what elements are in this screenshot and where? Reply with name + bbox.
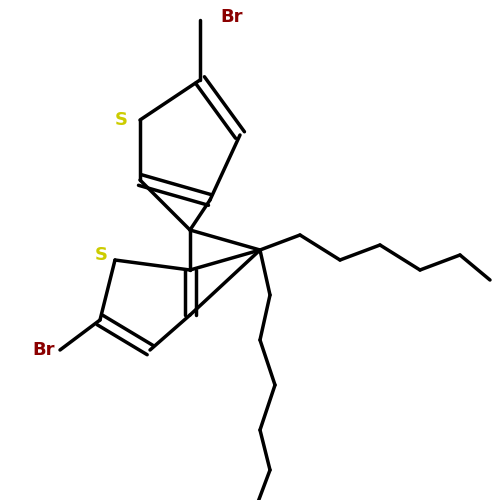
Text: Br: Br bbox=[32, 341, 55, 359]
Text: S: S bbox=[94, 246, 108, 264]
Text: Br: Br bbox=[220, 8, 242, 26]
Text: S: S bbox=[114, 111, 128, 129]
